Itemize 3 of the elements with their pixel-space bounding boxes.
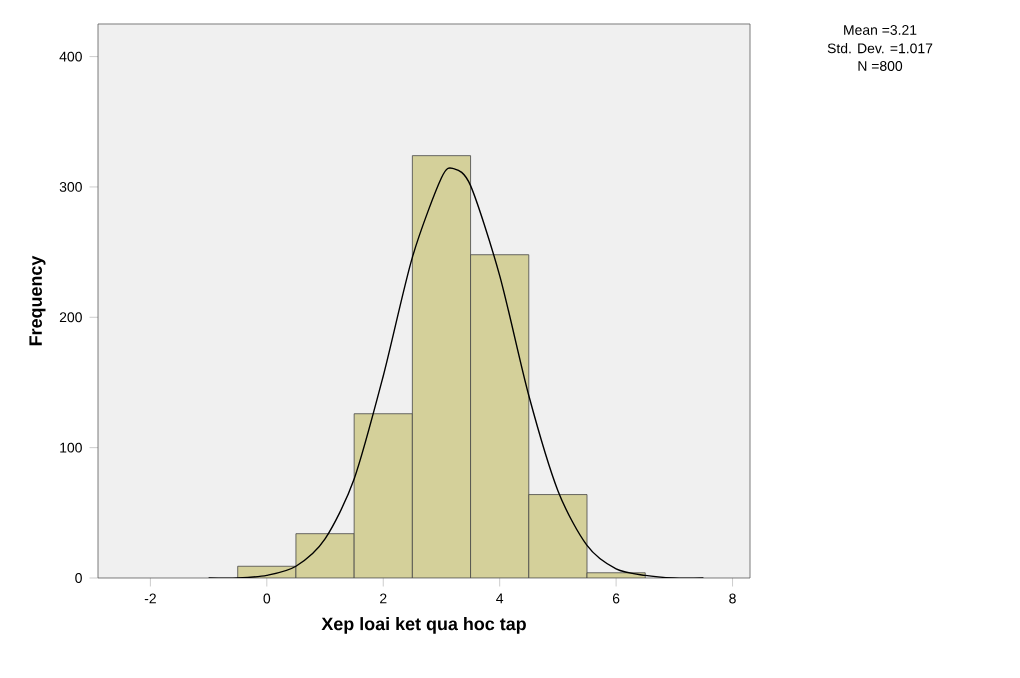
- line-series: [207, 167, 705, 578]
- x-axis-title: Xep loai ket qua hoc tap: [321, 617, 526, 634]
- y-axis-title: Frequency: [29, 255, 46, 346]
